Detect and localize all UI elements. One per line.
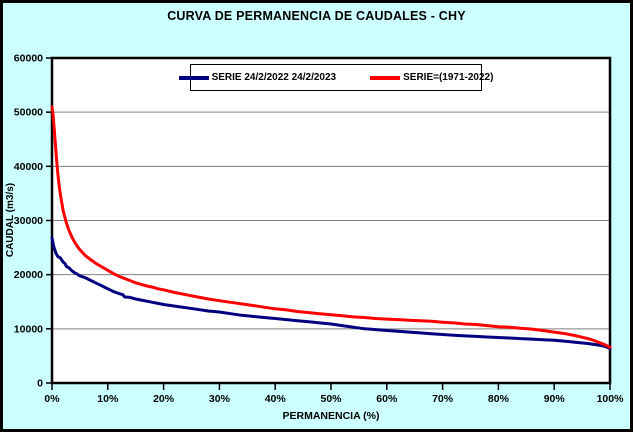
- chart-title: CURVA DE PERMANENCIA DE CAUDALES - CHY: [167, 9, 466, 23]
- x-tick-label: 40%: [265, 393, 287, 405]
- x-tick-label: 80%: [488, 393, 510, 405]
- legend-item-serie-2022-2023: SERIE 24/2/2022 24/2/2023: [178, 72, 337, 83]
- x-tick-label: 90%: [544, 393, 566, 405]
- y-tick-label: 20000: [14, 269, 43, 281]
- series-line: [50, 105, 612, 349]
- x-tick-label: 30%: [209, 393, 231, 405]
- x-tick-label: 0%: [44, 393, 60, 405]
- x-tick-label: 20%: [153, 393, 175, 405]
- legend-label: SERIE 24/2/2022 24/2/2023: [211, 72, 337, 83]
- y-tick-label: 50000: [14, 107, 43, 119]
- x-tick-label: 50%: [320, 393, 342, 405]
- navy-line-marker-icon: [178, 75, 209, 80]
- legend-item-serie-1971-2022: SERIE=(1971-2022): [370, 72, 493, 83]
- y-tick-label: 0: [37, 378, 43, 390]
- plot-border: [50, 56, 612, 385]
- x-tick-label: 10%: [97, 393, 119, 405]
- y-tick-label: 60000: [14, 53, 43, 65]
- series-line: [50, 236, 612, 350]
- y-tick-label: 30000: [14, 215, 43, 227]
- y-tick-label: 40000: [14, 161, 43, 173]
- y-tick-label: 10000: [14, 323, 43, 335]
- x-tick-label: 60%: [376, 393, 398, 405]
- legend: SERIE 24/2/2022 24/2/2023 SERIE=(1971-20…: [178, 64, 493, 91]
- y-axis-title: CAUDAL (m3/s): [5, 183, 16, 257]
- legend-label: SERIE=(1971-2022): [403, 72, 494, 83]
- x-axis-title: PERMANENCIA (%): [282, 410, 379, 422]
- x-tick-label: 70%: [432, 393, 454, 405]
- x-tick-label: 100%: [597, 393, 625, 405]
- red-line-marker-icon: [370, 75, 401, 80]
